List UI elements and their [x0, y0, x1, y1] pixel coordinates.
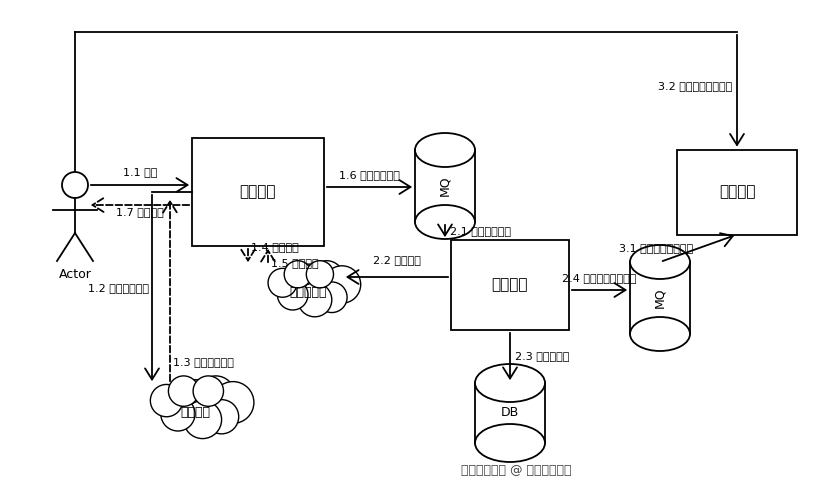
Circle shape: [310, 260, 344, 295]
Text: MQ: MQ: [653, 288, 666, 308]
Circle shape: [290, 264, 327, 301]
Circle shape: [212, 382, 254, 423]
Bar: [451, 240, 569, 330]
Ellipse shape: [475, 364, 545, 402]
Circle shape: [168, 376, 199, 406]
Text: 2.3 持久化订单: 2.3 持久化订单: [515, 351, 569, 361]
Text: 2.2 扣减库存: 2.2 扣减库存: [373, 255, 421, 265]
Circle shape: [62, 172, 88, 198]
Text: 1.4 查询库存: 1.4 查询库存: [251, 243, 299, 252]
Text: 1.1 下单: 1.1 下单: [123, 167, 157, 177]
Ellipse shape: [415, 133, 475, 167]
FancyArrowPatch shape: [348, 270, 448, 284]
Circle shape: [197, 376, 235, 414]
Text: 1.2 查询下单记录: 1.2 查询下单记录: [88, 283, 149, 293]
FancyArrowPatch shape: [438, 225, 452, 236]
Text: 3.1 消费下单成功消息: 3.1 消费下单成功消息: [619, 243, 694, 253]
Text: 2.1 消费下单消息: 2.1 消费下单消息: [450, 226, 511, 236]
Ellipse shape: [630, 317, 690, 351]
Ellipse shape: [475, 424, 545, 462]
Text: 秒杀服务: 秒杀服务: [240, 185, 276, 200]
Circle shape: [324, 266, 361, 303]
Text: 通知服务: 通知服务: [719, 185, 755, 200]
Ellipse shape: [630, 245, 690, 279]
Bar: [475, 383, 545, 443]
FancyArrowPatch shape: [503, 333, 517, 379]
Text: MQ: MQ: [438, 176, 452, 196]
Circle shape: [298, 283, 332, 317]
Text: Actor: Actor: [58, 268, 92, 281]
FancyArrowPatch shape: [92, 198, 189, 212]
Bar: [192, 138, 324, 246]
Circle shape: [205, 400, 239, 434]
Circle shape: [277, 279, 308, 310]
FancyArrowPatch shape: [572, 283, 626, 297]
Text: 1.5 返回库存: 1.5 返回库存: [271, 258, 319, 268]
Text: 1.6 创建下单消息: 1.6 创建下单消息: [339, 170, 400, 180]
Text: 3.2 通知用户支付订单: 3.2 通知用户支付订单: [658, 81, 732, 91]
Bar: [630, 262, 690, 334]
Ellipse shape: [415, 205, 475, 239]
Circle shape: [268, 268, 297, 297]
Circle shape: [285, 260, 311, 288]
Bar: [677, 150, 797, 235]
Text: 掘金技术社区 @ 京东云开发者: 掘金技术社区 @ 京东云开发者: [461, 465, 571, 478]
Text: DB: DB: [501, 407, 519, 420]
Circle shape: [316, 282, 347, 312]
FancyArrowPatch shape: [327, 180, 410, 194]
FancyArrowPatch shape: [662, 233, 733, 261]
Circle shape: [151, 384, 183, 417]
Text: 2.4 发送下单成功消息: 2.4 发送下单成功消息: [562, 273, 636, 283]
Circle shape: [193, 376, 224, 406]
FancyArrowPatch shape: [163, 202, 177, 381]
Circle shape: [306, 260, 334, 288]
Circle shape: [184, 401, 221, 439]
Circle shape: [161, 397, 195, 431]
Text: 预库存缓存: 预库存缓存: [290, 286, 327, 299]
Circle shape: [174, 380, 215, 422]
Bar: [415, 150, 475, 222]
FancyArrowPatch shape: [730, 35, 744, 145]
Text: 下单记录: 下单记录: [180, 406, 210, 419]
FancyArrowPatch shape: [261, 250, 275, 262]
FancyArrowPatch shape: [241, 249, 255, 260]
Text: 1.7 返回成功: 1.7 返回成功: [116, 207, 164, 217]
FancyArrowPatch shape: [145, 195, 159, 380]
Text: 订单服务: 订单服务: [492, 277, 528, 292]
FancyArrowPatch shape: [91, 178, 187, 192]
Text: 1.3 返回下单记录: 1.3 返回下单记录: [173, 357, 234, 367]
